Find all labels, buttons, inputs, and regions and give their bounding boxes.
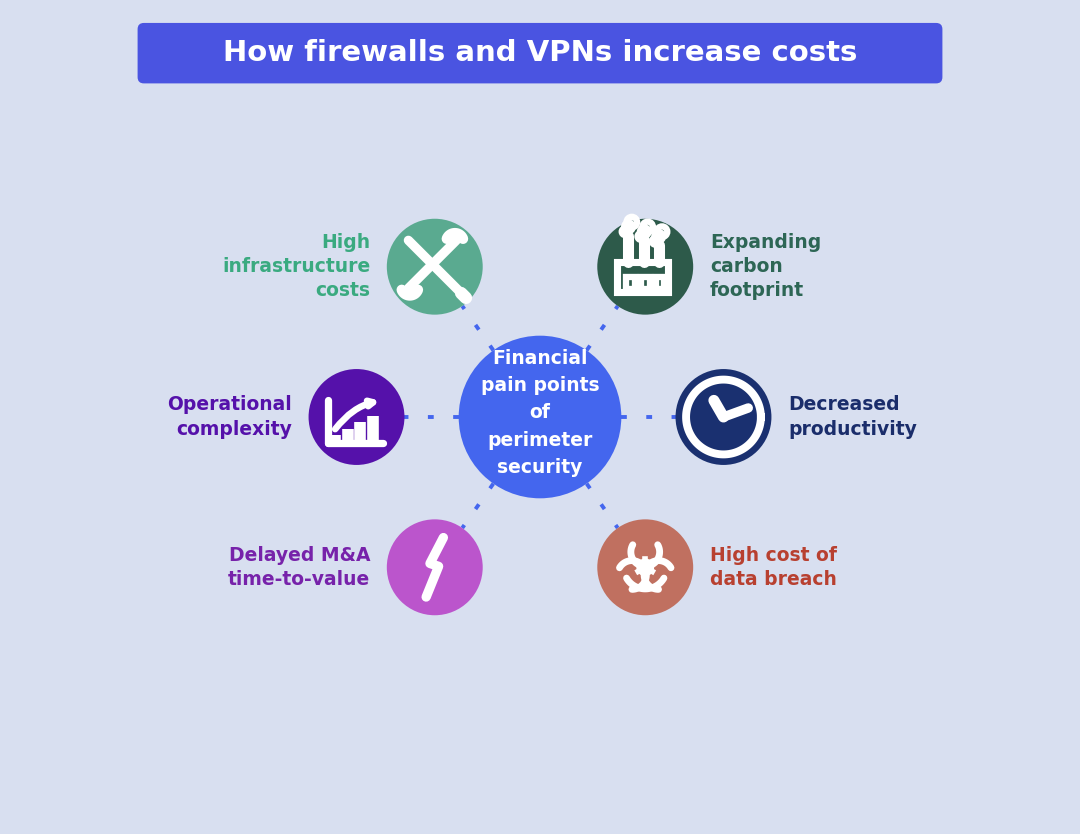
Text: Operational
complexity: Operational complexity [167,395,292,439]
Text: Financial
pain points
of
perimeter
security: Financial pain points of perimeter secur… [481,349,599,477]
Text: How firewalls and VPNs increase costs: How firewalls and VPNs increase costs [222,39,858,68]
Circle shape [459,336,621,499]
Circle shape [597,219,693,314]
Text: Decreased
productivity: Decreased productivity [788,395,917,439]
Circle shape [387,219,483,314]
Text: Expanding
carbon
footprint: Expanding carbon footprint [710,233,821,300]
Text: Delayed M&A
time-to-value: Delayed M&A time-to-value [228,545,370,589]
Circle shape [675,369,771,465]
Circle shape [309,369,405,465]
Circle shape [387,520,483,615]
Circle shape [597,520,693,615]
Text: High cost of
data breach: High cost of data breach [710,545,837,589]
Circle shape [720,414,727,420]
Text: High
infrastructure
costs: High infrastructure costs [221,233,370,300]
FancyBboxPatch shape [137,23,943,83]
